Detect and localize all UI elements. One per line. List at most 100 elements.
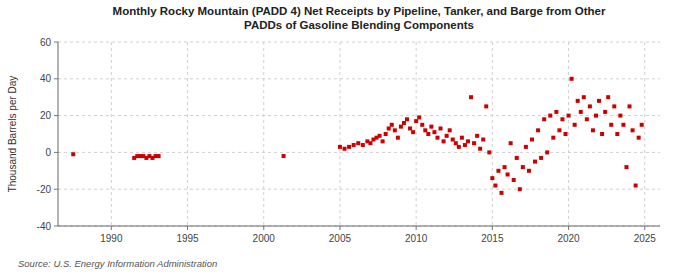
grid-line-x	[187, 42, 188, 226]
point	[420, 123, 424, 127]
point	[448, 128, 452, 132]
point	[570, 77, 574, 81]
tick-x	[644, 226, 645, 230]
point	[378, 134, 382, 138]
point	[609, 123, 613, 127]
point	[405, 117, 409, 121]
point	[600, 132, 604, 136]
point	[347, 145, 351, 149]
tick-label-y: -20	[37, 184, 52, 195]
point	[564, 132, 568, 136]
point	[527, 169, 531, 173]
point	[408, 126, 412, 130]
tick-x	[416, 226, 417, 230]
point	[548, 114, 552, 118]
y-axis-line	[58, 42, 59, 226]
point	[387, 126, 391, 130]
point	[615, 132, 619, 136]
point	[460, 136, 464, 140]
point	[618, 114, 622, 118]
tick-y	[54, 226, 58, 227]
point	[361, 143, 365, 147]
point	[445, 134, 449, 138]
point	[442, 139, 446, 143]
point	[603, 110, 607, 114]
x-axis-line	[58, 226, 660, 227]
point	[576, 99, 580, 103]
point	[530, 138, 534, 142]
point	[624, 165, 628, 169]
point	[402, 121, 406, 125]
tick-label-x: 2010	[405, 233, 428, 244]
tick-label-y: -40	[37, 221, 52, 232]
point	[414, 119, 418, 123]
point	[542, 117, 546, 121]
point	[481, 138, 485, 142]
point	[606, 95, 610, 99]
point	[560, 117, 564, 121]
point	[432, 130, 436, 134]
point	[524, 145, 528, 149]
tick-label-x: 1990	[100, 233, 123, 244]
tick-x	[111, 226, 112, 230]
title: Monthly Rocky Mountain (PADD 4) Net Rece…	[113, 5, 606, 31]
point	[557, 128, 561, 132]
point	[157, 154, 161, 158]
tick-label-y: 20	[40, 110, 52, 121]
y-axis-label: Thousand Barrels per Day	[7, 76, 18, 193]
point	[515, 156, 519, 160]
point	[503, 165, 507, 169]
point	[506, 172, 510, 176]
grid-line-x	[568, 42, 569, 226]
point	[518, 187, 522, 191]
tick-label-x: 1995	[176, 233, 199, 244]
title-line: PADDs of Gasoline Blending Components	[244, 19, 474, 31]
point	[457, 145, 461, 149]
point	[338, 145, 342, 149]
point	[282, 154, 286, 158]
point	[509, 141, 513, 145]
point	[585, 117, 589, 121]
point	[435, 136, 439, 140]
points	[71, 77, 643, 195]
grid-line-y	[58, 226, 660, 227]
point	[612, 104, 616, 108]
tick-label-x: 2020	[557, 233, 580, 244]
point	[454, 141, 458, 145]
tick-x	[187, 226, 188, 230]
point	[484, 104, 488, 108]
point	[579, 110, 583, 114]
point	[490, 176, 494, 180]
grid-line-y	[58, 152, 660, 153]
chart: Monthly Rocky Mountain (PADD 4) Net Rece…	[0, 0, 675, 275]
tick-x	[263, 226, 264, 230]
point	[426, 132, 430, 136]
tick-x	[339, 226, 340, 230]
grid-line-y	[58, 42, 660, 43]
point	[539, 156, 543, 160]
point	[545, 150, 549, 154]
grid-line-x	[416, 42, 417, 226]
tick-label-x: 2000	[253, 233, 276, 244]
grid-line-x	[111, 42, 112, 226]
point	[423, 128, 427, 132]
point	[536, 128, 540, 132]
point	[343, 147, 347, 151]
point	[352, 143, 356, 147]
point	[493, 184, 497, 188]
point	[594, 114, 598, 118]
point	[487, 150, 491, 154]
point	[573, 123, 577, 127]
point	[567, 114, 571, 118]
point	[463, 143, 467, 147]
point	[429, 125, 433, 129]
point	[496, 169, 500, 173]
point	[411, 130, 415, 134]
point	[637, 136, 641, 140]
tick-label-y: 0	[45, 147, 51, 158]
point	[356, 141, 360, 145]
point	[582, 95, 586, 99]
point	[597, 99, 601, 103]
grid-line-x	[644, 42, 645, 226]
point	[381, 139, 385, 143]
